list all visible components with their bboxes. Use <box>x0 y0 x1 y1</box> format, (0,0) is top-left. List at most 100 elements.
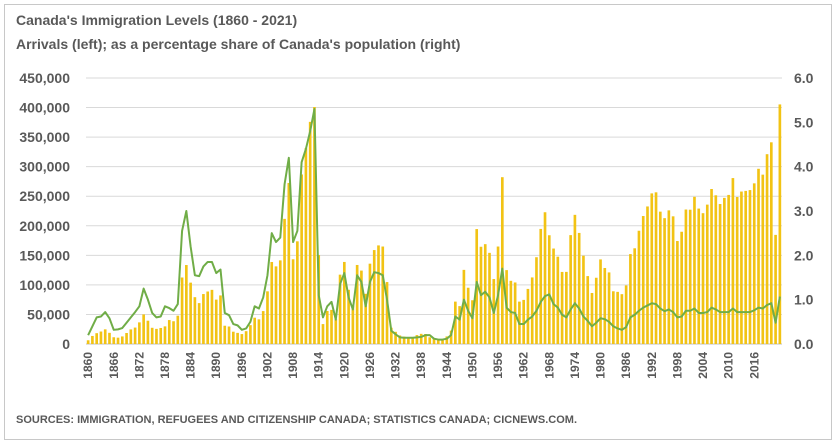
arrivals-bar <box>714 195 718 344</box>
arrivals-bar <box>607 272 611 344</box>
arrivals-bar <box>774 234 777 344</box>
arrivals-bar <box>539 228 543 344</box>
arrivals-bar <box>688 209 692 344</box>
y-left-tick-label: 400,000 <box>19 100 70 116</box>
arrivals-bar <box>778 104 782 344</box>
arrivals-bar <box>599 259 602 344</box>
arrivals-bar <box>325 310 329 344</box>
arrivals-bar <box>351 306 355 344</box>
share-line-path <box>87 108 781 341</box>
arrivals-bar <box>641 216 645 344</box>
arrivals-bar <box>744 190 748 344</box>
arrivals-bar <box>377 245 380 344</box>
chart-subtitle: Arrivals (left); as a percentage share o… <box>16 36 461 52</box>
arrivals-bar <box>740 191 743 344</box>
arrivals-bar <box>176 315 180 344</box>
arrivals-bar <box>629 254 632 344</box>
x-tick-label: 1938 <box>414 352 428 379</box>
arrivals-bar <box>210 289 214 344</box>
arrivals-bar <box>249 325 252 344</box>
arrivals-bar <box>620 294 624 344</box>
arrivals-bar <box>189 282 192 344</box>
arrivals-bar <box>125 333 128 344</box>
y-right-tick-label: 2.0 <box>794 247 814 263</box>
arrivals-bar <box>535 257 538 344</box>
x-tick-label: 2016 <box>747 352 761 379</box>
arrivals-bar <box>193 297 197 344</box>
arrivals-bar <box>428 337 432 344</box>
arrivals-bar <box>727 194 730 344</box>
arrivals-bar <box>257 319 261 344</box>
arrivals-bar <box>270 262 274 344</box>
arrivals-bar <box>556 256 560 344</box>
arrivals-bar <box>278 260 282 344</box>
arrivals-bar <box>577 232 581 344</box>
arrivals-bar <box>300 174 303 344</box>
arrivals-bar <box>343 261 346 344</box>
arrivals-bar <box>684 209 688 344</box>
arrivals-bar <box>462 269 466 344</box>
arrivals-bar <box>436 339 440 344</box>
arrivals-bar <box>752 183 756 344</box>
arrivals-bar <box>590 292 594 344</box>
arrivals-bar <box>159 327 163 344</box>
y-right-tick-label: 6.0 <box>794 70 814 86</box>
x-tick-label: 2004 <box>696 352 710 379</box>
arrivals-bar <box>167 320 171 344</box>
arrivals-bar <box>321 324 325 344</box>
left-axis-ticks: 0 50,000 100,000 150,000 200,000 250,000 300,0… <box>19 70 70 352</box>
arrivals-bar <box>129 329 133 344</box>
x-tick-label: 1920 <box>337 352 351 379</box>
arrivals-bar <box>522 299 525 344</box>
arrivals-bar <box>658 211 662 344</box>
x-tick-label: 1896 <box>235 352 249 379</box>
arrivals-bar <box>287 182 291 344</box>
y-right-tick-label: 0.0 <box>794 336 814 352</box>
arrivals-bar <box>291 259 295 344</box>
arrivals-bar <box>770 142 773 344</box>
arrivals-bar <box>402 336 406 344</box>
arrivals-bar <box>304 148 308 344</box>
arrivals-bar <box>458 306 461 344</box>
arrivals-bar <box>219 295 222 344</box>
arrivals-bar <box>95 333 98 344</box>
arrivals-bar <box>146 320 150 344</box>
arrivals-bar <box>274 266 278 344</box>
arrivals-bar <box>761 174 765 344</box>
arrivals-bar <box>283 218 286 344</box>
arrivals-bar <box>654 192 658 344</box>
arrivals-bar <box>172 321 175 344</box>
x-tick-label: 1974 <box>568 352 582 379</box>
arrivals-bar <box>471 300 474 344</box>
arrivals-bar <box>240 334 244 344</box>
arrivals-bar <box>398 335 402 344</box>
arrivals-bar <box>705 204 709 344</box>
share-line <box>87 108 781 341</box>
y-left-tick-label: 250,000 <box>19 188 70 204</box>
arrivals-bar <box>206 291 210 344</box>
arrivals-bar <box>693 196 696 344</box>
x-tick-label: 1950 <box>465 352 479 379</box>
arrivals-bar <box>569 235 572 344</box>
arrivals-bar <box>603 267 607 344</box>
arrivals-bar <box>138 322 141 344</box>
arrivals-bar <box>594 277 598 344</box>
arrivals-bar <box>676 241 679 344</box>
arrivals-bar <box>680 231 683 344</box>
arrivals-bar <box>667 210 671 344</box>
arrivals-bar <box>381 246 385 344</box>
y-left-tick-label: 100,000 <box>19 277 70 293</box>
y-left-tick-label: 0 <box>62 336 70 352</box>
arrivals-bar <box>180 277 184 344</box>
x-tick-label: 1878 <box>158 352 172 379</box>
arrivals-bars <box>86 104 782 345</box>
arrivals-bar <box>646 206 649 344</box>
arrivals-bar <box>748 190 752 344</box>
arrivals-bar <box>483 244 487 344</box>
arrivals-bar <box>116 337 120 344</box>
x-tick-label: 1926 <box>363 352 377 379</box>
x-tick-label: 1908 <box>286 352 300 379</box>
y-left-tick-label: 300,000 <box>19 159 70 175</box>
arrivals-bar <box>731 178 735 344</box>
arrivals-bar <box>543 212 547 344</box>
